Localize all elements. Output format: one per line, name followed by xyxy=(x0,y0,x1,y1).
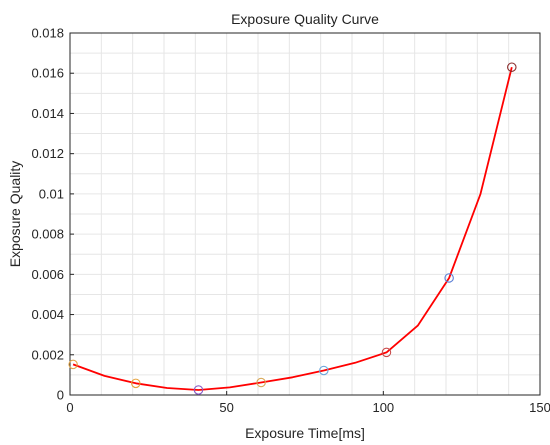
x-axis-label: Exposure Time[ms] xyxy=(245,425,365,441)
data-point-marker xyxy=(193,385,204,395)
y-tick-label: 0.004 xyxy=(31,307,64,322)
y-tick-label: 0 xyxy=(57,388,64,403)
y-tick-label: 0.006 xyxy=(31,267,64,282)
series-line xyxy=(72,66,513,391)
x-tick-label: 0 xyxy=(66,400,73,415)
y-axis-label: Exposure Quality xyxy=(7,161,23,268)
data-point-marker xyxy=(507,62,517,72)
markers xyxy=(68,62,517,395)
data-point-marker xyxy=(256,377,266,388)
series xyxy=(72,66,513,391)
x-tick-label: 150 xyxy=(529,400,550,415)
y-tick-label: 0.01 xyxy=(39,186,64,201)
x-tick-label: 100 xyxy=(372,400,394,415)
y-tick-label: 0.016 xyxy=(31,66,64,81)
data-point-marker xyxy=(444,273,454,283)
data-point-marker xyxy=(131,378,141,389)
data-point-marker xyxy=(319,365,329,376)
y-tick-label: 0.014 xyxy=(31,106,64,121)
y-tick-label: 0.018 xyxy=(31,26,64,41)
x-tick-label: 50 xyxy=(219,400,233,415)
axes-box xyxy=(69,32,541,396)
data-point-marker xyxy=(68,359,78,370)
data-point-marker xyxy=(381,347,392,358)
y-tick-label: 0.002 xyxy=(31,347,64,362)
chart-title: Exposure Quality Curve xyxy=(231,11,379,27)
y-tick-label: 0.008 xyxy=(31,227,64,242)
ticks: 0 50 100 150 0 0.002 0.004 0.006 0.008 0.01 0.012 0… xyxy=(31,26,550,416)
y-tick-label: 0.012 xyxy=(31,146,64,161)
